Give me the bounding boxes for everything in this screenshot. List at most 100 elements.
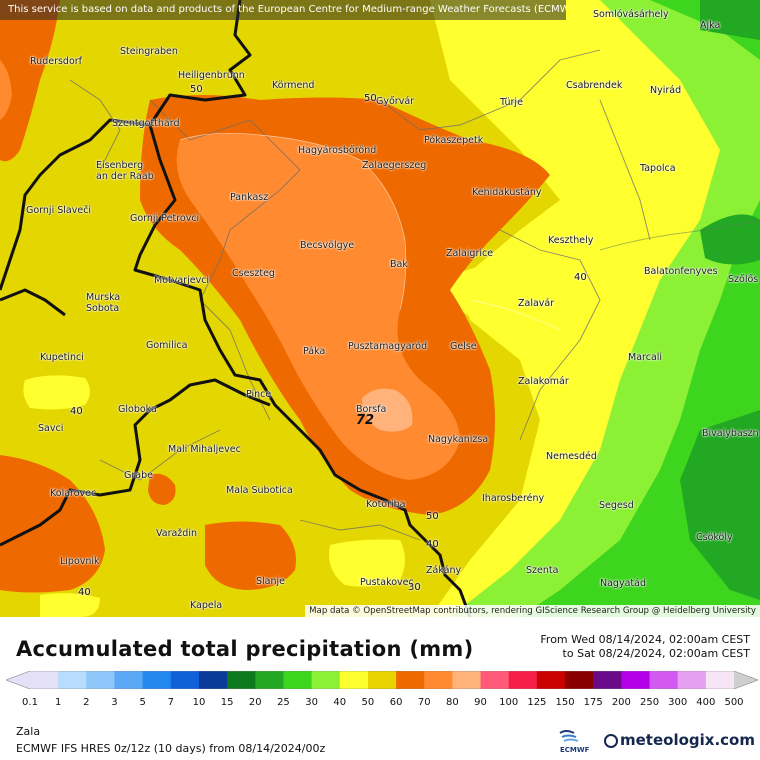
place-label: Varaždin [156, 528, 197, 539]
legend-swatch [677, 671, 707, 689]
place-label: Borsfa [356, 404, 387, 415]
legend-arrow-right [734, 671, 758, 689]
legend-tick-label: 25 [277, 697, 290, 708]
legend-tick-label: 250 [639, 697, 660, 708]
place-label: Pusztamagyaród [348, 341, 428, 352]
legend-tick-label: 0.1 [22, 697, 38, 708]
legend-swatch [649, 671, 679, 689]
contour-label: 40 [78, 587, 91, 598]
legend-tick-label: 60 [389, 697, 403, 708]
place-label: Zákány [426, 565, 462, 576]
place-label: Ajka [700, 20, 721, 31]
place-label: Globoka [118, 404, 157, 415]
legend-tick-label: 150 [555, 697, 575, 708]
place-label: Lipovnik [60, 556, 100, 567]
place-label: Páka [303, 346, 326, 357]
legend-tick-label: 90 [474, 697, 487, 708]
contour-label: 30 [408, 582, 421, 593]
contour-label: 40 [70, 406, 83, 417]
legend-swatch [142, 671, 172, 689]
legend-tick-label: 20 [248, 697, 262, 708]
place-label: Cseszteg [232, 268, 275, 279]
place-label: Kupetinci [40, 352, 84, 363]
place-label: Nagykanizsa [428, 434, 489, 445]
place-label: Kolarovec [50, 488, 97, 499]
meteologix-logo[interactable]: meteologix.com [604, 731, 755, 749]
place-label: Nagyatád [600, 578, 646, 589]
legend-swatch [198, 671, 228, 689]
place-label: Mala Subotica [226, 485, 293, 496]
legend-tick-label: 50 [361, 697, 375, 708]
place-label: Kotoriba [366, 499, 406, 510]
legend-tick-label: 300 [668, 697, 688, 708]
place-label: Balatonfenyves [644, 266, 718, 277]
place-label: Gomilica [146, 340, 188, 351]
legend-swatch [114, 671, 144, 689]
legend-tick-label: 30 [305, 697, 318, 708]
legend-swatch [58, 671, 87, 689]
place-label: Nyirád [650, 85, 682, 96]
place-label: Marcali [628, 352, 663, 363]
place-label: Csököly [696, 532, 733, 543]
place-label: Kehidakustány [472, 187, 542, 198]
legend-swatch [424, 671, 453, 689]
legend-tick-label: 10 [192, 697, 206, 708]
place-label: Savci [38, 423, 64, 434]
contour-label: 40 [574, 272, 587, 283]
date-range: From Wed 08/14/2024, 02:00am CEST to Sat… [540, 633, 750, 661]
contour-label: 50 [426, 511, 439, 522]
place-label: Csabrendek [566, 80, 623, 91]
ecmwf-attribution: This service is based on data and produc… [0, 0, 566, 20]
osm-attribution[interactable]: Map data © OpenStreetMap contributors, r… [305, 605, 760, 617]
legend-tick-label: 400 [696, 697, 716, 708]
legend-tick-label: 3 [111, 697, 118, 708]
legend-swatch [255, 671, 284, 689]
ecmwf-label: ECMWF [560, 746, 590, 754]
ecmwf-logo-icon [559, 730, 579, 742]
place-label: Győrvár [376, 96, 415, 107]
place-label: Segesd [599, 500, 634, 511]
place-label: Pókaszepetk [424, 135, 484, 146]
place-label: Zalakomár [518, 376, 569, 387]
place-label: Bak [390, 259, 408, 270]
legend-tick-label: 2 [83, 697, 90, 708]
region-name: Zala [16, 725, 41, 738]
place-label: Hagyárosbőrönd [298, 145, 377, 156]
map-title: Accumulated total precipitation (mm) [16, 637, 474, 661]
legend-swatch [30, 671, 59, 689]
place-label: Gornji Petrovci [130, 213, 200, 224]
place-label: Mali Mihaljevec [168, 444, 241, 455]
legend-tick-label: 70 [417, 697, 431, 708]
legend-swatch [227, 671, 256, 689]
precipitation-map[interactable]: This service is based on data and produc… [0, 0, 760, 617]
place-label: Pince [246, 389, 272, 400]
legend-swatch [536, 671, 566, 689]
legend-swatch [396, 671, 425, 689]
max-value-label: 72 [356, 413, 375, 428]
legend-tick-label: 80 [446, 697, 459, 708]
place-label: Murska Sobota [86, 292, 121, 314]
legend-tick-label: 125 [527, 697, 547, 708]
brand-text: meteologix.com [620, 731, 755, 749]
legend-tick-label: 175 [583, 697, 603, 708]
contour-label: 50 [190, 84, 203, 95]
legend-swatch [170, 671, 200, 689]
place-label: Gelse [450, 341, 477, 352]
place-label: Gornji Slaveči [26, 205, 92, 216]
place-label: Szentgotthárd [112, 118, 180, 129]
place-label: Tapolca [640, 163, 676, 174]
place-label: Somlóvásárhely [593, 9, 669, 20]
place-label: Bivalybaszn [702, 428, 759, 439]
legend-swatch [367, 671, 397, 689]
legend-swatch [508, 671, 538, 689]
legend-tick-label: 1 [54, 697, 62, 708]
place-label: Zalaegerszeg [362, 160, 427, 171]
place-label: Pustakovec [360, 577, 414, 588]
place-label: Heiligenbrunn [178, 70, 245, 81]
model-info: ECMWF IFS HRES 0z/12z (10 days) from 08/… [16, 742, 326, 755]
legend-swatch [480, 671, 510, 689]
place-label: Grabe [124, 470, 153, 481]
legend-tick-label: 40 [333, 697, 347, 708]
place-label: Szőlős [728, 274, 759, 285]
contour-label: 40 [426, 539, 439, 550]
